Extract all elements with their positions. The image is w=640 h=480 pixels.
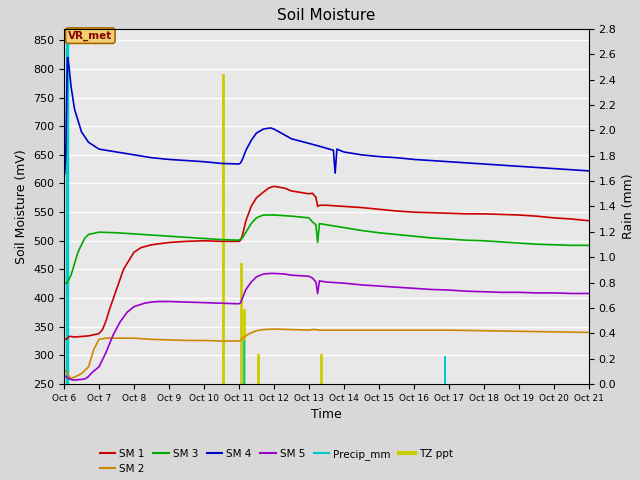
Y-axis label: Rain (mm): Rain (mm) bbox=[622, 174, 635, 239]
Title: Soil Moisture: Soil Moisture bbox=[277, 9, 376, 24]
Bar bbox=[444, 356, 447, 384]
X-axis label: Time: Time bbox=[311, 408, 342, 421]
Legend: SM 1, SM 2, SM 3, SM 4, SM 5, Precip_mm, TZ ppt: SM 1, SM 2, SM 3, SM 4, SM 5, Precip_mm,… bbox=[95, 444, 457, 478]
Text: VR_met: VR_met bbox=[68, 31, 113, 41]
Y-axis label: Soil Moisture (mV): Soil Moisture (mV) bbox=[15, 149, 28, 264]
Bar bbox=[243, 340, 245, 384]
